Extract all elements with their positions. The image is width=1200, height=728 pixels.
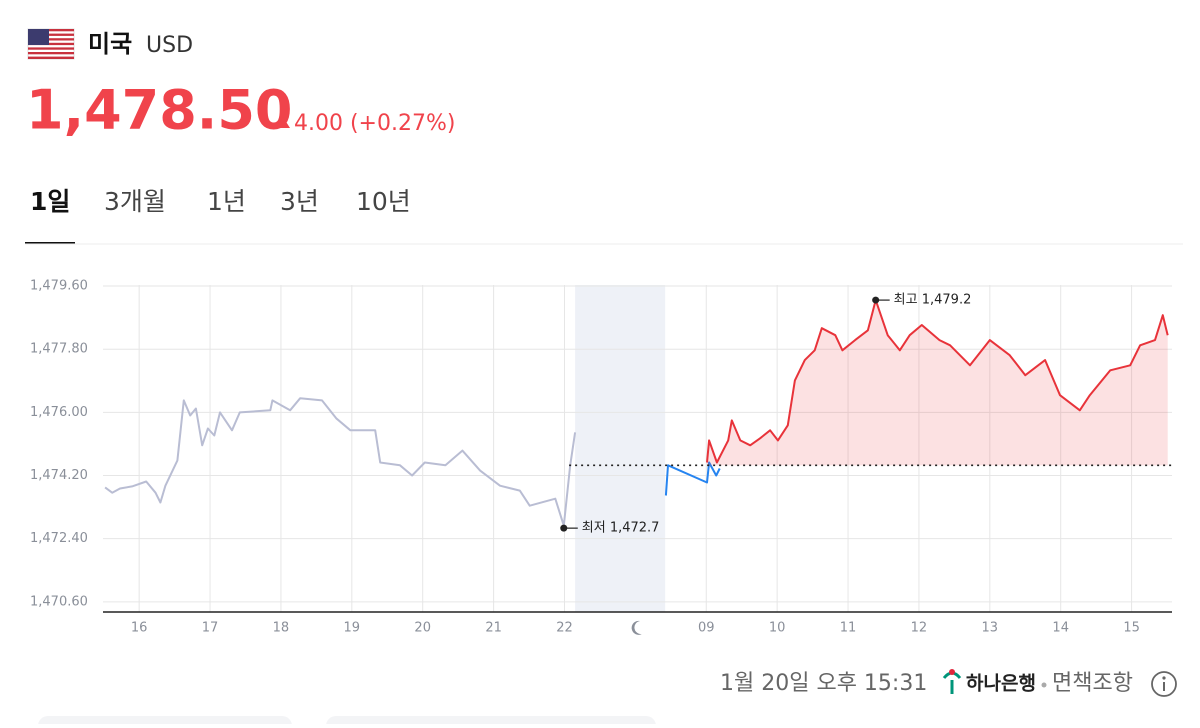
- x-tick-label: 09: [698, 621, 715, 636]
- tab[interactable]: 1년: [207, 187, 246, 216]
- x-tick-label: 11: [840, 621, 857, 636]
- x-tick-label: 12: [911, 621, 928, 636]
- price-line: [104, 397, 577, 527]
- separator: [1041, 682, 1047, 688]
- tab[interactable]: 3년: [280, 187, 319, 216]
- price: 1,478.50: [26, 79, 292, 142]
- tab[interactable]: 1일: [30, 187, 70, 216]
- area: [707, 300, 1168, 466]
- bank-logo: [942, 669, 962, 694]
- disclaimer[interactable]: 면책조항: [1052, 671, 1133, 696]
- chart: 1,479.60 1,477.80 1,476.00 1,474.20 1,472.40…: [30, 279, 1172, 636]
- y-tick-label: 1,476.00: [30, 405, 88, 420]
- x-tick-label: 13: [982, 621, 999, 636]
- bank-name: 하나은행: [966, 673, 1036, 695]
- annotation-label: 최저 1,472.7: [582, 521, 660, 536]
- card[interactable]: [38, 716, 292, 728]
- x-tick-label: 10: [769, 621, 786, 636]
- x-tick-label: 22: [556, 621, 573, 636]
- overnight-shade: [575, 285, 666, 612]
- change: 4.00 (+0.27%): [294, 111, 455, 136]
- timestamp: 1월 20일 오후 15:31: [720, 671, 927, 696]
- currency: USD: [146, 33, 193, 58]
- x-tick-label: 14: [1052, 621, 1069, 636]
- price-line: [706, 299, 1169, 464]
- y-tick-label: 1,472.40: [30, 531, 88, 546]
- moon-icon: [631, 620, 642, 635]
- x-tick-label: 16: [131, 621, 148, 636]
- price-line: [664, 461, 721, 496]
- x-tick-label: 21: [485, 621, 502, 636]
- y-tick-label: 1,477.80: [30, 342, 88, 357]
- tabs: 1일 3개월 1년 3년 10년: [25, 187, 411, 244]
- x-tick-label: 17: [202, 621, 219, 636]
- y-tick-label: 1,479.60: [30, 279, 88, 294]
- tab[interactable]: 3개월: [104, 187, 166, 216]
- up-arrow: [276, 117, 290, 128]
- x-tick-label: 20: [414, 621, 431, 636]
- annotation-label: 최고 1,479.2: [894, 293, 972, 308]
- us-flag: [27, 28, 75, 60]
- y-tick-label: 1,474.20: [30, 468, 88, 483]
- y-tick-label: 1,470.60: [30, 594, 88, 609]
- tab[interactable]: 10년: [356, 187, 411, 216]
- card[interactable]: [326, 716, 656, 728]
- info-icon[interactable]: [1151, 671, 1177, 697]
- x-tick-label: 15: [1123, 621, 1140, 636]
- x-tick-label: 18: [273, 621, 290, 636]
- x-tick-label: 19: [344, 621, 361, 636]
- country: 미국: [88, 30, 132, 58]
